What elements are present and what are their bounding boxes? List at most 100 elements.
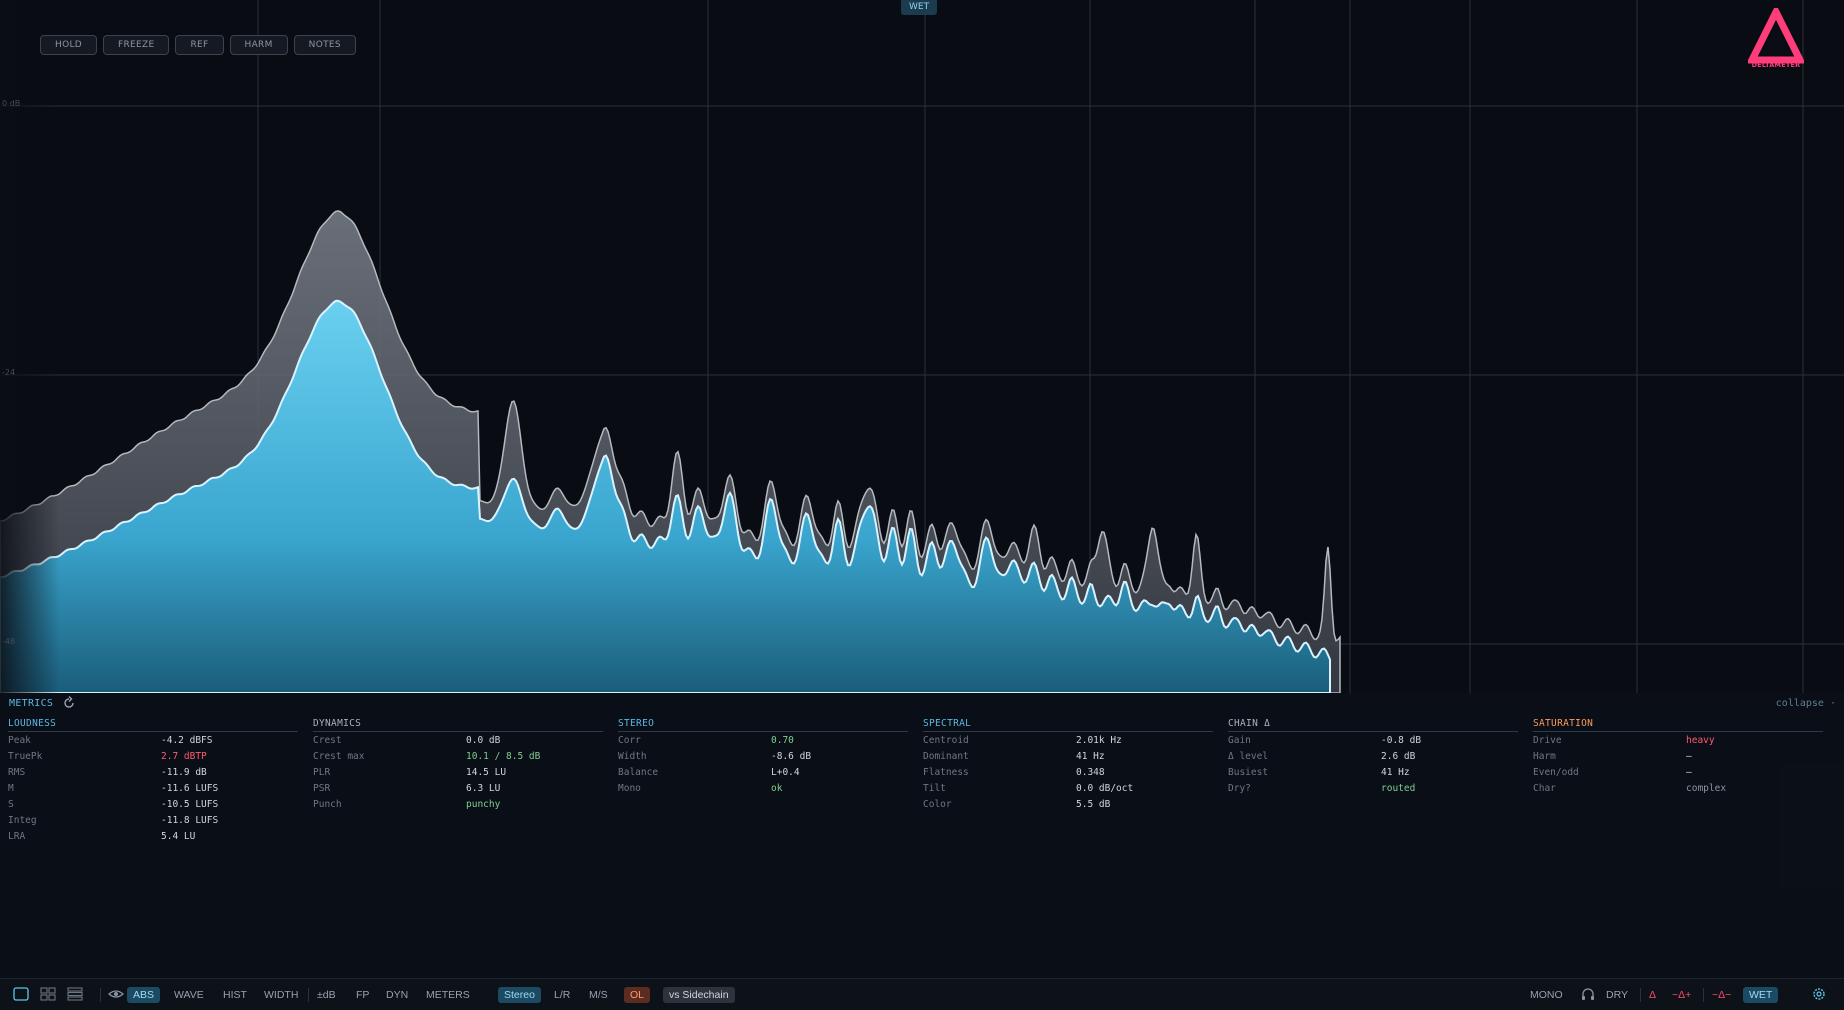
metric-value: -11.9 dB <box>161 767 207 778</box>
metrics-panel: METRICS collapse · LOUDNESS Peak -4.2 dBFS… <box>0 693 1844 978</box>
metric-value: 0.0 dB <box>466 735 501 746</box>
metric-value: — <box>1686 767 1692 778</box>
delta-db-button[interactable]: ±dB <box>317 989 336 1001</box>
metric-row: Gain -0.8 dB <box>1228 735 1518 751</box>
grid-view-icon[interactable] <box>39 986 57 1002</box>
metric-label: Even/odd <box>1533 767 1579 778</box>
metric-row: Busiest 41 Hz <box>1228 767 1518 783</box>
divider <box>308 988 309 1002</box>
section-title: SATURATION <box>1533 718 1823 732</box>
metric-label: Color <box>923 799 952 810</box>
list-view-icon[interactable] <box>66 986 84 1002</box>
wave-button[interactable]: WAVE <box>174 989 204 1001</box>
headphones-icon[interactable] <box>1579 986 1597 1002</box>
logo-text: DELTAMETER <box>1751 61 1801 69</box>
metric-label: LRA <box>8 831 26 842</box>
metric-label: Harm <box>1533 751 1556 762</box>
metric-row: Even/odd — <box>1533 767 1823 783</box>
metric-label: Tilt <box>923 783 946 794</box>
metric-label: Dry? <box>1228 783 1251 794</box>
metric-value: -11.8 LUFS <box>161 815 219 826</box>
metrics-section: CHAIN Δ Gain -0.8 dB Δ level 2.6 dB Busiest 41… <box>1228 718 1518 799</box>
metric-value: 14.5 LU <box>466 767 507 778</box>
notes-button[interactable]: NOTES <box>293 35 356 55</box>
metrics-section: SPECTRAL Centroid 2.01k Hz Dominant 41 Hz Fla… <box>923 718 1213 815</box>
delta-minus-button[interactable]: ~Δ− <box>1712 989 1732 1001</box>
wet-button[interactable]: WET <box>1743 987 1779 1003</box>
metric-row: S -10.5 LUFS <box>8 799 298 815</box>
metric-value: ok <box>771 783 783 794</box>
metric-value: -4.2 dBFS <box>161 735 213 746</box>
deltameter-logo-icon <box>1748 8 1804 64</box>
metric-row: Balance L+0.4 <box>618 767 908 783</box>
bottom-toolbar: ABS WAVE HIST WIDTH ±dB FP DYN METERS St… <box>0 978 1844 1010</box>
gear-icon[interactable] <box>1810 986 1828 1002</box>
metric-value: routed <box>1381 783 1416 794</box>
db-label-24: -24 <box>2 368 16 377</box>
metric-row: M -11.6 LUFS <box>8 783 298 799</box>
metric-label: TruePk <box>8 751 43 762</box>
abs-button[interactable]: ABS <box>127 987 161 1003</box>
metric-label: Δ level <box>1228 751 1269 762</box>
section-title: LOUDNESS <box>8 718 298 732</box>
stereo-button[interactable]: Stereo <box>498 987 541 1003</box>
mono-button[interactable]: MONO <box>1530 989 1563 1001</box>
width-button[interactable]: WIDTH <box>264 989 299 1001</box>
ms-button[interactable]: M/S <box>589 989 608 1001</box>
metrics-section: DYNAMICS Crest 0.0 dB Crest max 10.1 / 8.5 d… <box>313 718 603 815</box>
ref-button[interactable]: REF <box>175 35 224 55</box>
metric-row: Crest 0.0 dB <box>313 735 603 751</box>
section-title: DYNAMICS <box>313 718 603 732</box>
metric-row: Flatness 0.348 <box>923 767 1213 783</box>
wet-badge: WET <box>901 0 938 15</box>
single-view-icon[interactable] <box>12 986 30 1002</box>
metric-label: Width <box>618 751 647 762</box>
fp-button[interactable]: FP <box>356 989 370 1001</box>
metric-label: Dominant <box>923 751 969 762</box>
vs-sidechain-button[interactable]: vs Sidechain <box>663 987 735 1003</box>
metric-label: Peak <box>8 735 31 746</box>
metric-value: complex <box>1686 783 1727 794</box>
delta-plus-button[interactable]: ~Δ+ <box>1672 989 1692 1001</box>
metric-label: Drive <box>1533 735 1562 746</box>
metric-value: 10.1 / 8.5 dB <box>466 751 541 762</box>
metric-row: Char complex <box>1533 783 1823 799</box>
metric-value: -0.8 dB <box>1381 735 1422 746</box>
metric-label: Busiest <box>1228 767 1269 778</box>
metric-label: PLR <box>313 767 331 778</box>
metric-row: Integ -11.8 LUFS <box>8 815 298 831</box>
metric-value: 2.7 dBTP <box>161 751 207 762</box>
freeze-button[interactable]: FREEZE <box>103 35 170 55</box>
metric-value: punchy <box>466 799 501 810</box>
db-label-0: 0 dB <box>2 99 21 108</box>
metric-row: Δ level 2.6 dB <box>1228 751 1518 767</box>
delta-button[interactable]: Δ <box>1649 989 1657 1001</box>
dry-button[interactable]: DRY <box>1606 989 1628 1001</box>
metric-row: TruePk 2.7 dBTP <box>8 751 298 767</box>
eye-icon[interactable] <box>107 986 125 1002</box>
metric-row: Dry? routed <box>1228 783 1518 799</box>
hist-button[interactable]: HIST <box>223 989 247 1001</box>
metric-value: heavy <box>1686 735 1715 746</box>
metric-label: Gain <box>1228 735 1251 746</box>
dyn-button[interactable]: DYN <box>386 989 409 1001</box>
meters-button[interactable]: METERS <box>426 989 470 1001</box>
hold-button[interactable]: HOLD <box>40 35 97 55</box>
metric-row: Punch punchy <box>313 799 603 815</box>
metric-value: -10.5 LUFS <box>161 799 219 810</box>
metric-value: 5.4 LU <box>161 831 196 842</box>
metric-row: Drive heavy <box>1533 735 1823 751</box>
spectrum-display[interactable] <box>0 0 1844 693</box>
metric-value: 41 Hz <box>1381 767 1410 778</box>
metric-row: Color 5.5 dB <box>923 799 1213 815</box>
harm-button[interactable]: HARM <box>229 35 288 55</box>
metric-label: M <box>8 783 14 794</box>
refresh-icon[interactable] <box>62 696 76 710</box>
metric-label: Corr <box>618 735 641 746</box>
metric-row: Width -8.6 dB <box>618 751 908 767</box>
ol-button[interactable]: OL <box>624 987 651 1003</box>
metric-row: Tilt 0.0 dB/oct <box>923 783 1213 799</box>
collapse-button[interactable]: collapse · <box>1775 698 1836 709</box>
metric-row: PSR 6.3 LU <box>313 783 603 799</box>
lr-button[interactable]: L/R <box>554 989 571 1001</box>
